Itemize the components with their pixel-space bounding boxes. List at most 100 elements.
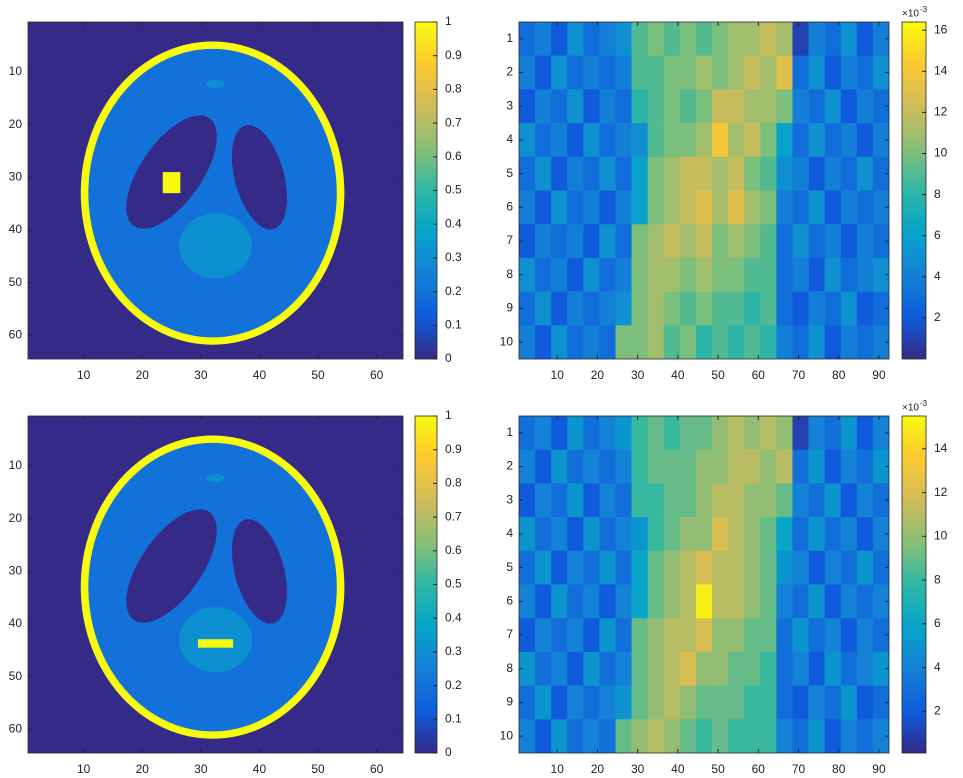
heatmap-cell xyxy=(712,257,729,292)
heatmap-cell xyxy=(872,517,889,552)
heatmap-cell xyxy=(824,224,842,259)
heatmap-cell xyxy=(744,517,761,552)
heatmap-cell xyxy=(551,89,568,124)
heatmap-cell xyxy=(712,517,729,552)
heatmap-cell xyxy=(695,257,713,292)
heatmap-cell xyxy=(856,224,874,259)
heatmap-cell xyxy=(744,618,761,653)
heatmap-cell xyxy=(679,449,697,484)
heatmap-cell xyxy=(760,416,777,450)
x-tick-label: 30 xyxy=(631,368,645,382)
y-tick-label: 7 xyxy=(506,233,513,247)
image-region xyxy=(162,172,181,194)
heatmap-cell xyxy=(631,483,648,518)
y-tick-label: 2 xyxy=(506,459,513,473)
image-region xyxy=(197,639,234,648)
heatmap-cell xyxy=(776,618,793,653)
heatmap-cell xyxy=(792,89,809,124)
heatmap-cell xyxy=(551,550,568,585)
heatmap-cell xyxy=(551,55,568,90)
heatmap-cell xyxy=(776,325,793,359)
heatmap-cell xyxy=(776,584,793,619)
y-tick-label: 10 xyxy=(9,64,23,78)
heatmap-cell xyxy=(792,618,809,653)
heatmap-cell xyxy=(647,89,665,124)
heatmap-cell xyxy=(519,55,536,90)
heatmap-cell xyxy=(583,584,600,619)
heatmap-cell xyxy=(583,55,600,90)
heatmap-cell xyxy=(519,325,536,359)
heatmap-cell xyxy=(535,449,552,484)
heatmap-cell xyxy=(535,618,552,653)
heatmap-cell xyxy=(663,719,681,753)
heatmap-cell xyxy=(792,123,809,158)
heatmap-cell xyxy=(856,618,874,653)
heatmap-cell xyxy=(712,584,729,619)
heatmap-cell xyxy=(728,685,745,720)
x-tick-label: 50 xyxy=(711,368,725,382)
heatmap-cell xyxy=(728,325,745,359)
heatmap-cell xyxy=(519,719,536,753)
heatmap-cell xyxy=(535,651,552,686)
heatmap-cell xyxy=(551,449,568,484)
heatmap-cell xyxy=(824,719,842,753)
heatmap-cell xyxy=(840,291,858,326)
heatmap-cell xyxy=(567,584,584,619)
heatmap-cell xyxy=(631,55,648,90)
heatmap-cell xyxy=(872,89,889,124)
heatmap-cell xyxy=(663,156,681,191)
heatmap-cell xyxy=(631,618,648,653)
heatmap-cell xyxy=(856,416,874,450)
heatmap-cell xyxy=(824,483,842,518)
heatmap-cell xyxy=(712,55,729,90)
heatmap-cell xyxy=(535,190,552,225)
x-tick-label: 20 xyxy=(591,368,605,382)
colorbar-tick-label: 4 xyxy=(934,269,941,283)
colorbar-tick-label: 0.9 xyxy=(445,442,462,456)
heatmap-cell xyxy=(551,483,568,518)
y-tick-label: 3 xyxy=(506,98,513,112)
heatmap-cell xyxy=(599,55,616,90)
heatmap-cell xyxy=(824,416,842,450)
heatmap-cell xyxy=(840,651,858,686)
heatmap-cell xyxy=(728,719,745,753)
heatmap-cell xyxy=(551,416,568,450)
heatmap-cell xyxy=(872,156,889,191)
heatmap-cell xyxy=(647,123,665,158)
heatmap-cell xyxy=(728,224,745,259)
colorbar xyxy=(901,415,927,754)
heatmap-cell xyxy=(647,257,665,292)
y-tick-label: 40 xyxy=(9,222,23,236)
heatmap-cell xyxy=(631,449,648,484)
heatmap-cell xyxy=(856,584,874,619)
y-tick-label: 50 xyxy=(9,275,23,289)
heatmap-cell xyxy=(631,22,648,56)
heatmap-cell xyxy=(808,325,825,359)
heatmap-cell xyxy=(631,550,648,585)
heatmap-cell xyxy=(808,224,825,259)
x-tick-label: 60 xyxy=(752,762,766,776)
heatmap-cell xyxy=(583,517,600,552)
heatmap-cell xyxy=(599,123,616,158)
heatmap-cell xyxy=(615,156,632,191)
heatmap-cell xyxy=(728,89,745,124)
colorbar-tick-label: 2 xyxy=(934,704,941,718)
colorbar-tick-label: 0.6 xyxy=(445,149,462,163)
heatmap-cell xyxy=(583,89,600,124)
x-tick-label: 40 xyxy=(671,368,685,382)
heatmap-cell xyxy=(535,22,552,56)
heatmap-cell xyxy=(712,483,729,518)
heatmap-cell xyxy=(744,651,761,686)
colorbar-tick-label: 10 xyxy=(934,146,948,160)
colorbar-tick-label: 0.1 xyxy=(445,317,462,331)
heatmap-cell xyxy=(551,224,568,259)
y-tick-label: 6 xyxy=(506,200,513,214)
heatmap-cell xyxy=(792,449,809,484)
image-region xyxy=(206,473,225,483)
heatmap-cell xyxy=(776,55,793,90)
heatmap-cell xyxy=(728,416,745,450)
heatmap-cell xyxy=(663,685,681,720)
colorbar-tick-label: 4 xyxy=(934,660,941,674)
heatmap-cell xyxy=(856,190,874,225)
y-tick-label: 4 xyxy=(506,132,513,146)
